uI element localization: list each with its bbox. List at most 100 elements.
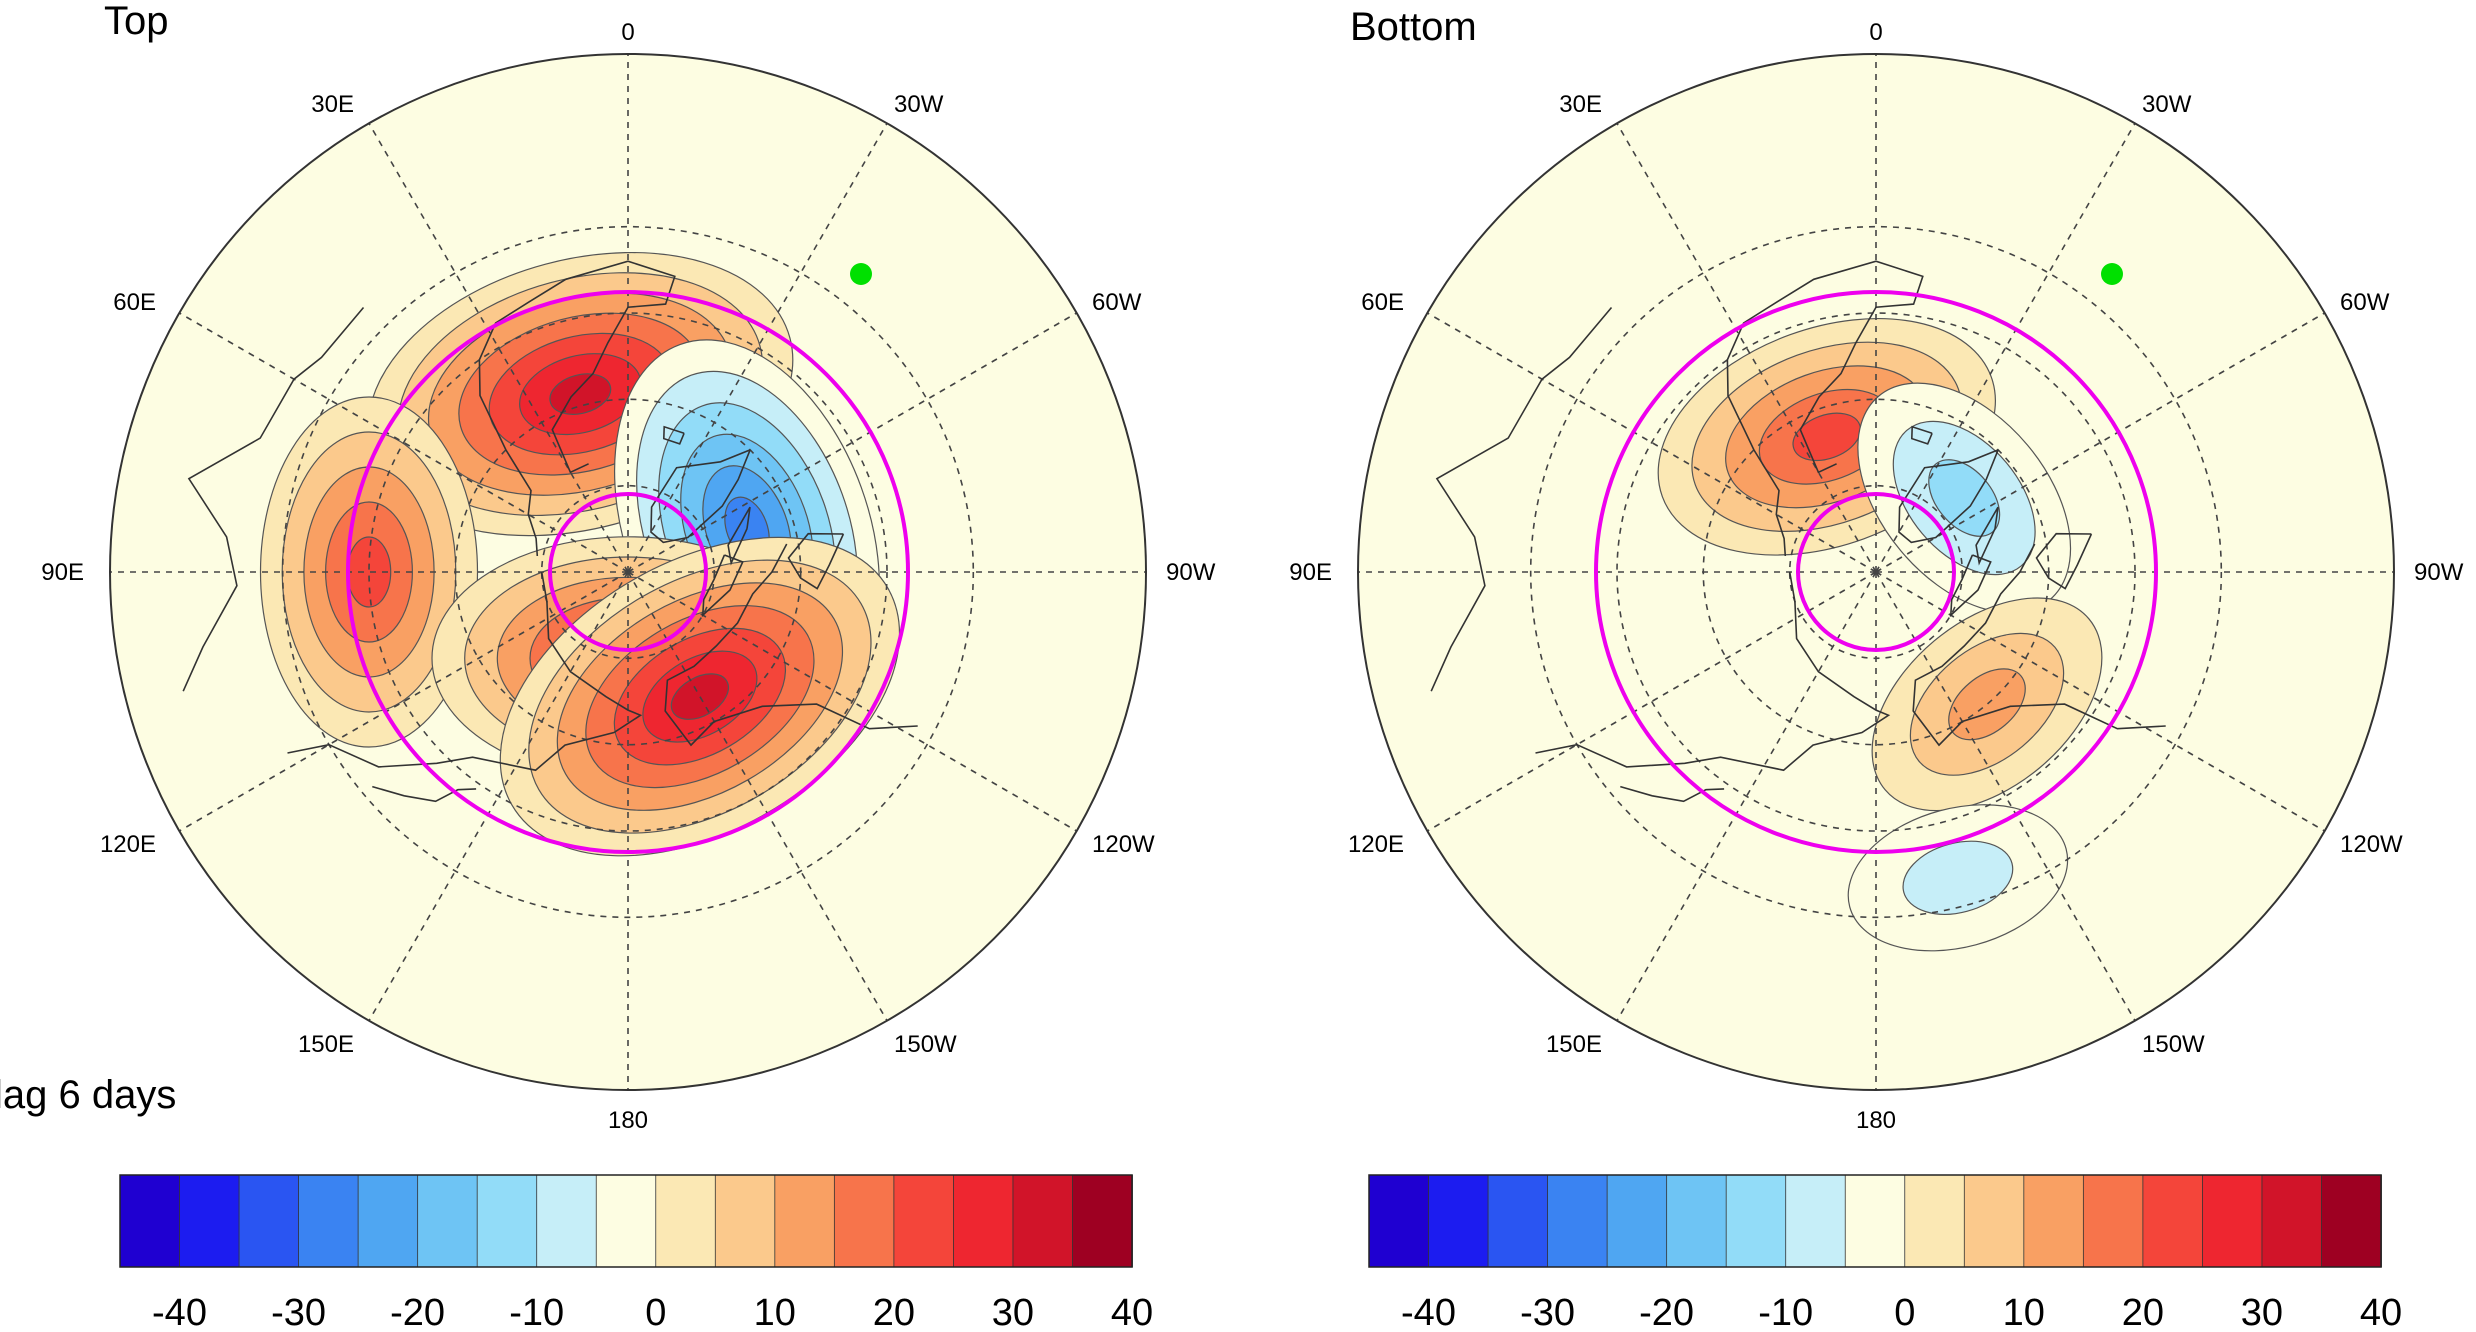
lon-label-120e: 120E [100, 831, 156, 858]
coastlines-top [182, 260, 918, 803]
colorbar-tick-label: -10 [509, 1292, 564, 1332]
colorbar-swatch [1428, 1174, 1489, 1268]
colorbar-swatch [2321, 1174, 2382, 1268]
lon-label-180: 180 [608, 1107, 648, 1134]
coastline [664, 543, 918, 747]
colorbar-tick-label: 20 [873, 1292, 915, 1332]
lon-label-120w: 120W [1092, 831, 1155, 858]
anomaly-contour-band [1792, 412, 1862, 462]
colorbar-swatch [1012, 1174, 1074, 1268]
colorbar-tick-label: 30 [992, 1292, 1034, 1332]
lon-label-90w: 90W [1166, 559, 1216, 586]
colorbar-tick-label: 30 [2241, 1292, 2283, 1332]
anomaly-contour-band [549, 373, 612, 415]
colorbar-swatch [714, 1174, 776, 1268]
panel-title-bottom: Bottom [1350, 5, 1477, 49]
coastline [650, 449, 751, 544]
colorbar-swatch [476, 1174, 538, 1268]
lon-label-30e: 30E [311, 91, 354, 118]
anomaly-contours-bottom [1657, 317, 2103, 952]
green-marker-top [850, 263, 872, 285]
meridian-line [627, 312, 1077, 573]
lon-label-150w: 150W [2142, 1031, 2205, 1058]
colorbar-tick-label: -30 [271, 1292, 326, 1332]
coastline [1430, 306, 1613, 692]
colorbar-swatch [1844, 1174, 1906, 1268]
lon-label-30w: 30W [894, 91, 944, 118]
colorbar-swatch [1606, 1174, 1668, 1268]
map-panel-top: Top 0 30W 60W 90W 120W 150W 180 150E 120… [41, 0, 1215, 1134]
colorbar-frame [1368, 1174, 2382, 1268]
coastline [787, 532, 845, 590]
coastlines-bottom [1430, 260, 2166, 803]
colorbar-swatch [1487, 1174, 1549, 1268]
colorbar-swatch [357, 1174, 419, 1268]
colorbar-swatch [179, 1174, 240, 1268]
colorbar-swatch [833, 1174, 895, 1268]
colorbar-tick-label: 40 [2360, 1292, 2402, 1332]
colorbar-swatch [1072, 1174, 1133, 1268]
lon-label-90e: 90E [1289, 559, 1332, 586]
meridian-line [1427, 312, 1877, 573]
meridian-line [368, 123, 629, 573]
colorbar-swatch [2082, 1174, 2144, 1268]
magenta-circle-inner-top [548, 492, 708, 652]
magenta-circle-inner-bottom [1796, 492, 1956, 652]
lon-label-180: 180 [1856, 1107, 1896, 1134]
colorbar-swatch [893, 1174, 955, 1268]
lon-label-0: 0 [1869, 19, 1882, 46]
meridian-line [1875, 123, 2136, 573]
colorbar-tick-label: 40 [1111, 1292, 1153, 1332]
map-border-bottom [1357, 53, 2395, 1091]
coastline [182, 306, 365, 692]
magenta-circle-outer-bottom [1594, 290, 2158, 854]
field-layer-bottom [1358, 54, 2394, 1090]
lon-label-120e: 120E [1348, 831, 1404, 858]
colorbar-swatch [1368, 1174, 1430, 1268]
colorbar-swatch [1666, 1174, 1728, 1268]
latitude-circle [281, 225, 975, 919]
meridian-line [1427, 571, 1877, 832]
lon-label-60w: 60W [1092, 289, 1142, 316]
colorbar-swatch [2202, 1174, 2263, 1268]
meridian-line [178, 312, 629, 573]
colorbar-swatch [1963, 1174, 2025, 1268]
meridian-line [1875, 571, 2136, 1021]
colorbar-swatch [298, 1174, 360, 1268]
coastline [1949, 554, 1992, 618]
lon-label-90e: 90E [41, 559, 84, 586]
coastline [1726, 260, 1924, 557]
colorbar-swatch [238, 1174, 300, 1268]
colorbar-tick-label: 0 [645, 1292, 666, 1332]
map-border-top [109, 53, 1147, 1091]
lon-labels-top: 0 30W 60W 90W 120W 150W 180 150E 120E 90… [41, 19, 1215, 1134]
colorbar-tick-label: -40 [152, 1292, 207, 1332]
coastline [1975, 506, 1999, 566]
colorbar-swatch [655, 1174, 717, 1268]
coastline [1620, 785, 1725, 803]
meridian-line [627, 571, 888, 1021]
colorbar-bottom: -40 -30 -20 -10 0 10 20 30 40 [1368, 1174, 2402, 1332]
colorbar-swatch [119, 1174, 181, 1268]
colorbar-swatch [1904, 1174, 1966, 1268]
meridian-line [627, 123, 888, 573]
colorbar-tick-label: -20 [390, 1292, 445, 1332]
lon-label-30w: 30W [2142, 91, 2192, 118]
coastline [372, 785, 477, 803]
meridian-line [1616, 123, 1877, 573]
meridian-line [368, 571, 629, 1021]
colorbar-swatch [2023, 1174, 2085, 1268]
coastline [662, 425, 685, 445]
lon-labels-bottom: 0 30W 60W 90W 120W 150W 180 150E 120E 90… [1289, 19, 2463, 1134]
map-panel-bottom: Bottom 0 30W 60W 90W 120W 150W 180 150E … [1289, 5, 2463, 1134]
colorbar-swatch [953, 1174, 1014, 1268]
colorbar-tick-label: 10 [754, 1292, 796, 1332]
colorbar-tick-label: -30 [1520, 1292, 1575, 1332]
lon-label-30e: 30E [1559, 91, 1602, 118]
colorbar-swatch [1725, 1174, 1787, 1268]
colorbar-tick-label: 10 [2003, 1292, 2045, 1332]
colorbar-frame [119, 1174, 1133, 1268]
coastline [1912, 543, 2166, 747]
lon-label-150e: 150E [1546, 1031, 1602, 1058]
